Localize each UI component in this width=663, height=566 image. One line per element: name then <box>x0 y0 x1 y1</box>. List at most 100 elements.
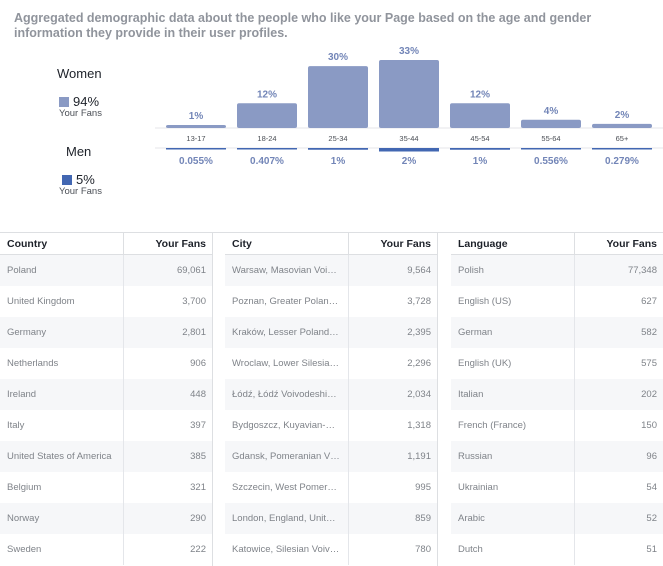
table-row: Ireland 448 <box>0 379 212 410</box>
country-column-header[interactable]: Country <box>0 232 124 255</box>
city-name-cell: Poznan, Greater Polan… <box>225 286 349 317</box>
age-tick-label: 25-34 <box>328 134 347 143</box>
table-row: Arabic 52 <box>451 503 663 534</box>
city-column-header[interactable]: City <box>225 232 349 255</box>
city-fans-cell: 3,728 <box>407 296 431 307</box>
language-name-cell: English (US) <box>451 286 575 317</box>
city-name-cell: London, England, Unit… <box>225 503 349 534</box>
language-table: Language Your Fans Polish 77,348 English (US… <box>451 232 663 566</box>
language-fans-cell: 51 <box>646 544 657 555</box>
table-row: Warsaw, Masovian Voi… 9,564 <box>225 255 437 286</box>
age-gender-chart: 1% 13-17 0.055% 12% 18-24 0.407% 30% 25-34 1% 33%… <box>155 40 663 175</box>
table-row: London, England, Unit… 859 <box>225 503 437 534</box>
age-tick-label: 13-17 <box>186 134 205 143</box>
city-fans-cell: 2,395 <box>407 327 431 338</box>
women-bar-55-64 <box>521 119 581 128</box>
language-column-header[interactable]: Language <box>451 232 575 255</box>
language-fans-cell: 627 <box>641 296 657 307</box>
language-table-header: Language Your Fans <box>451 232 663 255</box>
age-tick-label: 35-44 <box>399 134 418 143</box>
men-bar-18-24 <box>237 148 297 150</box>
table-row: Gdansk, Pomeranian V… 1,191 <box>225 441 437 472</box>
age-tick-label: 45-54 <box>470 134 489 143</box>
age-tick-label: 65+ <box>616 134 629 143</box>
table-row: Ukrainian 54 <box>451 472 663 503</box>
legend-women-pct: 94% <box>73 94 100 109</box>
women-bar-label: 12% <box>257 89 277 100</box>
country-name-cell: United Kingdom <box>0 286 124 317</box>
men-bar-label: 1% <box>331 156 346 167</box>
city-name-cell: Warsaw, Masovian Voi… <box>225 255 349 286</box>
language-name-cell: Arabic <box>451 503 575 534</box>
table-row: Szczecin, West Pomer… 995 <box>225 472 437 503</box>
language-fans-cell: 575 <box>641 358 657 369</box>
country-name-cell: Belgium <box>0 472 124 503</box>
legend-men-pct: 5% <box>76 172 95 187</box>
table-row: Poland 69,061 <box>0 255 212 286</box>
city-fans-cell: 780 <box>415 544 431 555</box>
language-name-cell: Polish <box>451 255 575 286</box>
language-name-cell: Dutch <box>451 534 575 565</box>
language-fans-cell: 54 <box>646 482 657 493</box>
men-bar-label: 0.055% <box>179 156 213 167</box>
table-row: French (France) 150 <box>451 410 663 441</box>
city-name-cell: Katowice, Silesian Voiv… <box>225 534 349 565</box>
table-row: Bydgoszcz, Kuyavian-… 1,318 <box>225 410 437 441</box>
city-fans-cell: 995 <box>415 482 431 493</box>
city-name-cell: Szczecin, West Pomer… <box>225 472 349 503</box>
legend-women-title: Women <box>57 66 102 81</box>
table-row: German 582 <box>451 317 663 348</box>
women-bar-35-44 <box>379 60 439 128</box>
language-fans-cell: 77,348 <box>627 265 657 276</box>
men-bar-13-17 <box>166 148 226 150</box>
table-row: Norway 290 <box>0 503 212 534</box>
men-bar-65+ <box>592 148 652 150</box>
women-bar-label: 30% <box>328 52 348 63</box>
country-fans-cell: 3,700 <box>182 296 206 307</box>
country-fans-column-header[interactable]: Your Fans <box>155 237 206 250</box>
country-fans-cell: 448 <box>190 389 206 400</box>
women-bar-45-54 <box>450 103 510 128</box>
table-row: Italy 397 <box>0 410 212 441</box>
table-row: United Kingdom 3,700 <box>0 286 212 317</box>
table-row: Germany 2,801 <box>0 317 212 348</box>
language-fans-cell: 96 <box>646 451 657 462</box>
city-table-body: Warsaw, Masovian Voi… 9,564 Poznan, Greate… <box>225 255 437 565</box>
men-bar-55-64 <box>521 148 581 150</box>
language-fans-cell: 150 <box>641 420 657 431</box>
men-bar-label: 0.407% <box>250 156 284 167</box>
women-bar-label: 12% <box>470 89 490 100</box>
language-name-cell: German <box>451 317 575 348</box>
legend-men-title: Men <box>66 144 92 159</box>
table-row: Belgium 321 <box>0 472 212 503</box>
women-bar-18-24 <box>237 103 297 128</box>
country-table: Country Your Fans Poland 69,061 United Kingd… <box>0 232 212 566</box>
women-bar-13-17 <box>166 125 226 128</box>
table-row: Sweden 222 <box>0 534 212 565</box>
country-fans-cell: 385 <box>190 451 206 462</box>
country-name-cell: Netherlands <box>0 348 124 379</box>
city-fans-cell: 1,191 <box>407 451 431 462</box>
language-fans-cell: 202 <box>641 389 657 400</box>
city-table-header: City Your Fans <box>225 232 437 255</box>
legend-men-row: 5% <box>62 172 95 187</box>
country-name-cell: United States of America <box>0 441 124 472</box>
city-name-cell: Kraków, Lesser Poland… <box>225 317 349 348</box>
age-axis-band <box>155 128 663 148</box>
country-table-header: Country Your Fans <box>0 232 212 255</box>
city-fans-cell: 859 <box>415 513 431 524</box>
men-bar-label: 1% <box>473 156 488 167</box>
country-fans-cell: 321 <box>190 482 206 493</box>
table-row: Russian 96 <box>451 441 663 472</box>
language-fans-cell: 582 <box>641 327 657 338</box>
language-fans-column-header[interactable]: Your Fans <box>606 237 657 250</box>
women-bar-label: 1% <box>189 111 204 122</box>
table-row: Netherlands 906 <box>0 348 212 379</box>
table-row: Wroclaw, Lower Silesia… 2,296 <box>225 348 437 379</box>
city-fans-cell: 1,318 <box>407 420 431 431</box>
language-name-cell: Italian <box>451 379 575 410</box>
table-row: English (US) 627 <box>451 286 663 317</box>
language-name-cell: English (UK) <box>451 348 575 379</box>
women-bar-label: 4% <box>544 106 559 117</box>
city-fans-column-header[interactable]: Your Fans <box>380 237 431 250</box>
